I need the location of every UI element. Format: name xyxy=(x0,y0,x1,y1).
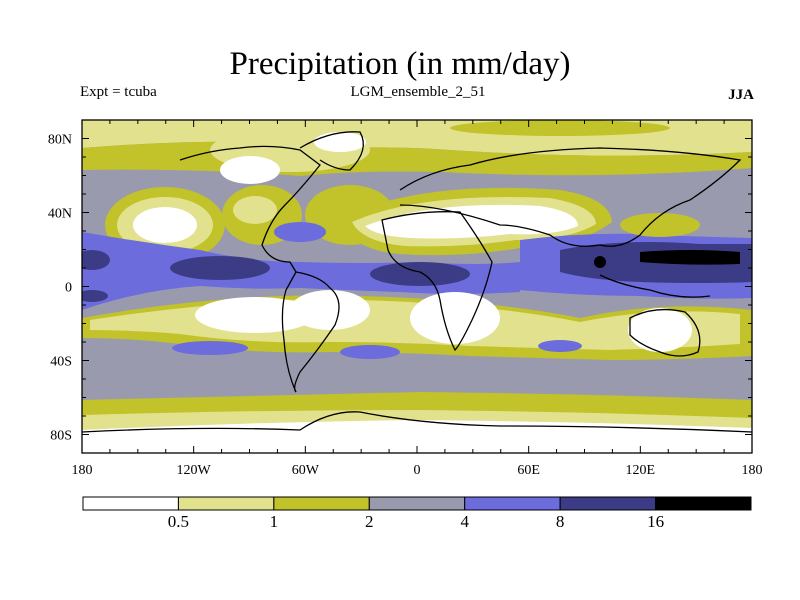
colorbar-swatch xyxy=(273,496,370,511)
coastline-australia xyxy=(629,308,701,357)
field-spac-dry xyxy=(195,297,315,333)
field-atl-heavy xyxy=(370,262,470,286)
lon-tick-label: 0 xyxy=(414,463,421,478)
field-satl-wet xyxy=(340,345,400,359)
field-spac-wet xyxy=(172,341,248,355)
axis-ticks xyxy=(81,120,753,453)
field-itcz-wet xyxy=(82,232,520,310)
colorbar-label: 2 xyxy=(365,512,374,531)
axis-tick-labels: 180 120W 60W 0 60E 120E 180 80N 40N 0 40S 80S xyxy=(48,133,763,479)
colorbar-label: 16 xyxy=(647,512,664,531)
colorbar xyxy=(82,496,752,511)
field-gulfstream xyxy=(274,222,326,242)
field-epac-heavy xyxy=(170,256,270,280)
experiment-label: Expt = tcuba xyxy=(80,84,157,100)
coastlines xyxy=(82,131,752,433)
season-label: JJA xyxy=(728,87,754,103)
field-sio-wet xyxy=(538,340,582,352)
colorbar-label: 4 xyxy=(460,512,469,531)
colorbar-swatch xyxy=(559,496,657,511)
field-australia-dry xyxy=(628,308,692,352)
field-safrica-dry xyxy=(410,292,500,344)
colorbar-swatch xyxy=(177,496,275,511)
colorbar-swatch xyxy=(368,496,466,511)
colorbar-swatch xyxy=(82,496,179,511)
coastline-eurasia xyxy=(399,147,742,247)
field-dry-greenland xyxy=(314,132,366,152)
field-dry-canada xyxy=(220,156,280,184)
field-namerica-light xyxy=(233,196,277,224)
lat-tick-label: 40N xyxy=(48,207,72,222)
coastline-greenland xyxy=(299,131,364,171)
field-cpac-heavy xyxy=(82,250,110,270)
colorbar-labels: 0.5 1 2 4 8 16 xyxy=(168,512,664,531)
field-npac-dry xyxy=(133,207,197,243)
lon-tick-label: 120W xyxy=(177,463,212,478)
coastline-antarctica xyxy=(82,411,752,433)
lon-tick-label: 180 xyxy=(742,463,763,478)
field-cpac-heavy-2 xyxy=(82,290,108,302)
coastline-north-america xyxy=(179,145,321,273)
lat-tick-label: 80N xyxy=(48,133,72,148)
lon-tick-label: 60E xyxy=(517,463,540,478)
field-arctic-siberia xyxy=(450,120,670,136)
lon-tick-label: 120E xyxy=(626,463,656,478)
colorbar-swatch xyxy=(655,496,752,511)
page-title: Precipitation (in mm/day) xyxy=(229,46,571,82)
lon-tick-label: 60W xyxy=(292,463,320,478)
precipitation-field xyxy=(82,120,752,453)
coastline-africa xyxy=(381,211,493,352)
lat-tick-label: 40S xyxy=(50,355,72,370)
coastline-maritime-continent xyxy=(599,274,711,298)
field-china xyxy=(620,213,700,237)
colorbar-label: 8 xyxy=(556,512,565,531)
run-label: LGM_ensemble_2_51 xyxy=(350,84,486,100)
lat-tick-label: 80S xyxy=(50,429,72,444)
lat-tick-label: 0 xyxy=(65,281,72,296)
coastline-south-america xyxy=(281,271,340,393)
field-monsoon-extreme xyxy=(640,250,740,265)
colorbar-label: 1 xyxy=(270,512,279,531)
colorbar-swatch xyxy=(464,496,561,511)
field-bay-bengal-extreme xyxy=(594,256,606,268)
field-brazil-dry xyxy=(290,290,370,330)
colorbar-label: 0.5 xyxy=(168,512,189,531)
lon-tick-label: 180 xyxy=(72,463,93,478)
